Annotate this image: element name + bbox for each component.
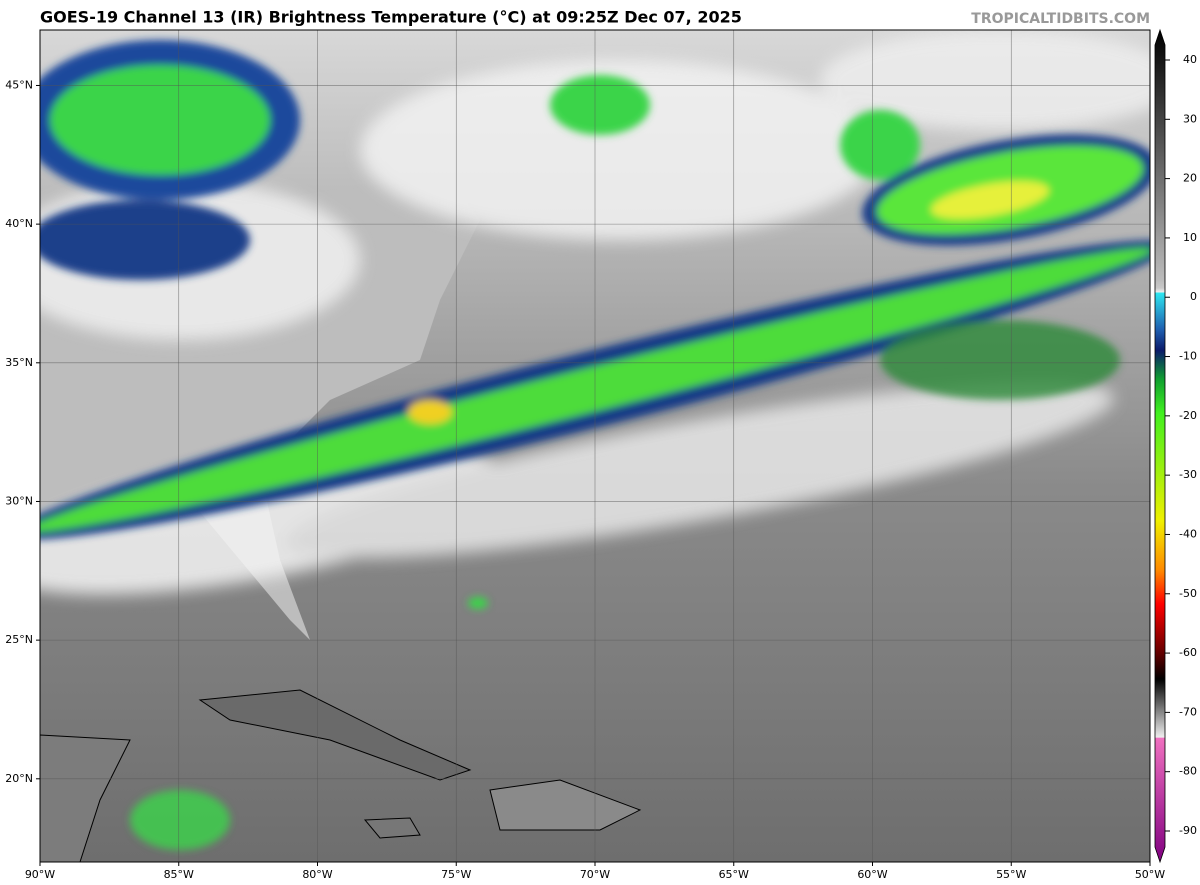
lat-tick-label: 20°N (5, 772, 33, 785)
lon-tick-label: 90°W (25, 868, 55, 881)
lat-tick-label: 25°N (5, 633, 33, 646)
lon-tick-label: 75°W (441, 868, 471, 881)
colorbar-label: -40 (1179, 527, 1197, 540)
lon-tick-label: 65°W (719, 868, 749, 881)
lat-tick-label: 45°N (5, 78, 33, 91)
lon-tick-label: 50°W (1135, 868, 1165, 881)
colorbar-label: -70 (1179, 705, 1197, 718)
colorbar-label: 20 (1183, 172, 1197, 185)
satellite-map (40, 30, 1150, 862)
colorbar-label: -60 (1179, 646, 1197, 659)
colorbar-label: 10 (1183, 231, 1197, 244)
title: GOES-19 Channel 13 (IR) Brightness Tempe… (40, 8, 742, 27)
lon-tick-label: 80°W (302, 868, 332, 881)
colorbar: 40 30 20 10 0 -10 -20 -30 -40 -50 -60 -70 -80 -90 (1154, 28, 1197, 864)
watermark: TROPICALTIDBITS.COM (971, 11, 1150, 27)
colorbar-label: -90 (1179, 824, 1197, 837)
lon-tick-label: 70°W (580, 868, 610, 881)
colorbar-label: -20 (1179, 409, 1197, 422)
colorbar-label: -30 (1179, 468, 1197, 481)
lon-tick-label: 60°W (857, 868, 887, 881)
lat-tick-label: 35°N (5, 356, 33, 369)
colorbar-label: -80 (1179, 765, 1197, 778)
colorbar-label: -50 (1179, 587, 1197, 600)
colorbar-label: 30 (1183, 112, 1197, 125)
lon-tick-label: 85°W (164, 868, 194, 881)
colorbar-label: 0 (1190, 290, 1197, 303)
colorbar-label: -10 (1179, 350, 1197, 363)
lat-tick-label: 30°N (5, 494, 33, 507)
lat-tick-label: 40°N (5, 217, 33, 230)
colorbar-label: 40 (1183, 53, 1197, 66)
lon-tick-label: 55°W (996, 868, 1026, 881)
